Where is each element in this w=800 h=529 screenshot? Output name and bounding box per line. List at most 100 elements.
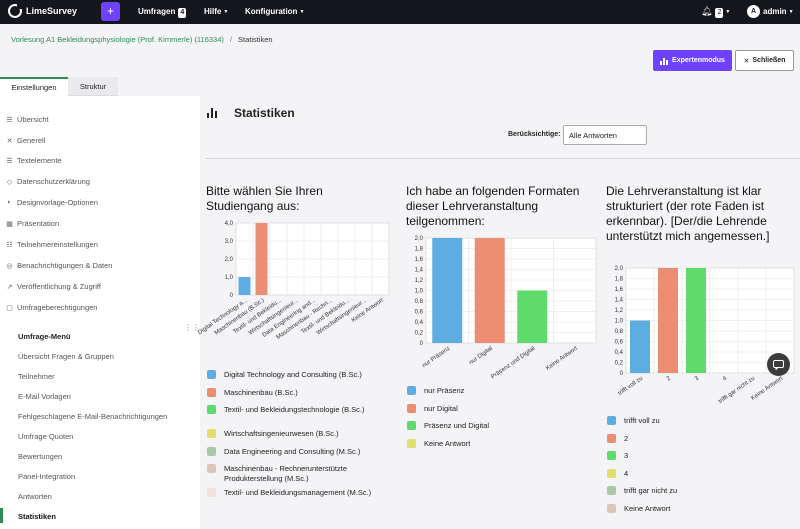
tab-settings[interactable]: Einstellungen — [0, 77, 68, 96]
question-2-title: Ich habe an folgenden Formaten dieser Le… — [406, 184, 580, 228]
legend-label: trifft voll zu — [624, 416, 660, 425]
survey-menu-item-8[interactable]: Antworten — [18, 492, 52, 501]
x-tick-label: Keine Antwort — [750, 376, 784, 402]
consider-select[interactable]: Alle Antworten — [563, 125, 647, 145]
y-tick-label: 0 — [230, 293, 234, 299]
legend-item[interactable]: 2 — [607, 433, 797, 444]
sidebar-item-4[interactable]: ◇ Datenschutzerklärung — [6, 177, 90, 186]
sidebar-item-9[interactable]: ↗ Veröffentlichung & Zugriff — [6, 282, 101, 291]
legend-swatch — [607, 468, 616, 478]
survey-menu-item-6[interactable]: Bewertungen — [18, 452, 63, 461]
legend-item[interactable]: 3 — [607, 451, 797, 461]
legend-item[interactable]: Textil- und Bekleidungstechnologie (B.Sc… — [207, 405, 397, 415]
sidebar-item-1[interactable]: ☰ Übersicht — [6, 115, 48, 124]
shield-icon: ◇ — [6, 178, 13, 186]
legend-item[interactable]: Keine Antwort — [407, 438, 597, 449]
survey-menu-heading: Umfrage-Menü — [18, 332, 71, 341]
y-tick-label: 0,4 — [415, 320, 424, 326]
user-menu[interactable]: admin ▼ — [763, 7, 794, 16]
x-tick-label: 3 — [694, 375, 701, 382]
legend-swatch — [607, 486, 616, 495]
survey-menu-item-3[interactable]: E-Mail Vorlagen — [18, 392, 71, 401]
sidebar-item-label: Veröffentlichung & Zugriff — [17, 282, 101, 291]
sidebar-item-3[interactable]: ☰ Textelemente — [6, 156, 61, 165]
y-tick-label: 0 — [420, 341, 424, 347]
y-tick-label: 1,4 — [415, 268, 424, 274]
chart-2: 0 0,2 0,4 0,6 0,8 1,0 1,2 1,4 1,6 1,8 2,0 nur Präse… — [406, 234, 597, 389]
bar-chart-icon — [660, 57, 669, 65]
legend-item[interactable]: Textil- und Bekleidungsmanagement (M.Sc.… — [207, 488, 397, 498]
legend-label: 4 — [624, 468, 629, 478]
active-indicator — [0, 508, 3, 523]
legend-swatch — [407, 421, 416, 430]
breadcrumb-survey-link[interactable]: Vorlesung A1 Bekleidungsphysiologie (Pro… — [11, 35, 224, 44]
legend-swatch — [607, 503, 616, 513]
nav-surveys[interactable]: Umfragen 4 — [138, 7, 187, 18]
tab-structure[interactable]: Struktur — [68, 77, 118, 96]
divider — [206, 158, 800, 159]
x-tick-label: 2 — [666, 375, 673, 382]
bar — [255, 223, 268, 295]
legend-label: 2 — [624, 433, 629, 443]
expert-mode-button[interactable]: Expertenmodus — [653, 50, 732, 71]
legend-item[interactable]: trifft voll zu — [607, 416, 797, 426]
list-icon: ☰ — [6, 116, 13, 124]
close-label: Schließen — [752, 57, 786, 64]
page-title: Statistiken — [234, 106, 295, 120]
surveys-count-badge: 4 — [178, 8, 187, 18]
legend-item[interactable]: Digital Technology and Consulting (B.Sc.… — [207, 370, 397, 380]
legend-item[interactable]: Präsenz und Digital — [407, 421, 597, 431]
sidebar-item-10[interactable]: ▢ Umfrageberechtigungen — [6, 303, 97, 312]
legend-item[interactable]: Keine Antwort — [607, 503, 797, 514]
consider-label: Berücksichtige: — [508, 131, 561, 138]
notifications-button[interactable]: 🔔︎ 2 ▼ — [701, 6, 730, 18]
nav-help-label: Hilfe — [204, 7, 222, 16]
sidebar-item-7[interactable]: ☷ Teilnehmereinstellungen — [6, 240, 98, 249]
brush-icon: ◐ — [7, 199, 12, 206]
legend-item[interactable]: trifft gar nicht zu — [607, 486, 797, 496]
legend-item[interactable]: nur Präsenz — [407, 386, 597, 396]
sidebar — [0, 96, 200, 529]
legend-swatch — [207, 370, 216, 379]
survey-menu-item-9[interactable]: Statistiken — [18, 512, 56, 521]
close-button[interactable]: ✕ Schließen — [735, 50, 794, 71]
y-tick-label: 0,6 — [615, 340, 624, 346]
legend-item[interactable]: Data Engineering and Consulting (M.Sc.) — [207, 446, 397, 457]
bell-icon: ◎ — [6, 262, 13, 270]
sidebar-item-2[interactable]: ✕ Generell — [6, 136, 46, 145]
nav-configuration[interactable]: Konfiguration ▼ — [245, 7, 304, 16]
legend-item[interactable]: nur Digital — [407, 403, 597, 414]
create-survey-button[interactable]: + — [101, 2, 120, 21]
wrench-icon: ✕ — [6, 137, 13, 145]
nav-help[interactable]: Hilfe ▼ — [204, 7, 228, 16]
legend-swatch — [407, 438, 416, 448]
legend-item[interactable]: Wirtschaftsingenieurwesen (B.Sc.) — [207, 429, 397, 439]
legend-label: nur Präsenz — [424, 386, 465, 395]
logo-text: LimeSurvey — [26, 6, 78, 16]
x-tick-label: 4 — [722, 375, 729, 382]
sidebar-item-5[interactable]: ◐ Designvorlage-Optionen — [6, 198, 98, 207]
question-3-title: Die Lehrveranstaltung ist klar strukturi… — [606, 184, 770, 243]
legend-item[interactable]: Maschinenbau (B.Sc.) — [207, 387, 397, 398]
survey-menu-item-4[interactable]: Fehlgeschlagene E-Mail-Benachrichtigunge… — [18, 412, 168, 421]
bar — [432, 238, 463, 343]
survey-menu-item-5[interactable]: Umfrage Quoten — [18, 432, 74, 441]
sidebar-item-8[interactable]: ◎ Benachrichtigungen & Daten — [6, 261, 112, 270]
user-name: admin — [763, 7, 787, 16]
bar-chart-icon — [207, 108, 217, 118]
limesurvey-logo[interactable]: LimeSurvey — [8, 3, 78, 18]
survey-menu-item-7[interactable]: Panel-Integration — [18, 472, 76, 481]
legend-item[interactable]: 4 — [607, 468, 797, 479]
legend-label: nur Digital — [424, 403, 458, 413]
survey-menu-item-1[interactable]: Übersicht Fragen & Gruppen — [18, 352, 114, 361]
sidebar-item-label: Präsentation — [17, 219, 60, 228]
sidebar-item-6[interactable]: ▦ Präsentation — [6, 219, 59, 228]
avatar[interactable]: A — [747, 5, 760, 18]
legend-swatch — [607, 433, 616, 443]
survey-menu-item-2[interactable]: Teilnehmer — [18, 372, 55, 381]
sidebar-item-label: Benachrichtigungen & Daten — [17, 261, 113, 270]
legend-item[interactable]: Maschinenbau - Rechnerunterstützte Produ… — [207, 464, 397, 484]
feedback-button[interactable] — [767, 353, 790, 376]
y-tick-label: 1,6 — [615, 287, 624, 293]
drag-handle-icon[interactable]: ⋮⋮ — [184, 323, 200, 332]
